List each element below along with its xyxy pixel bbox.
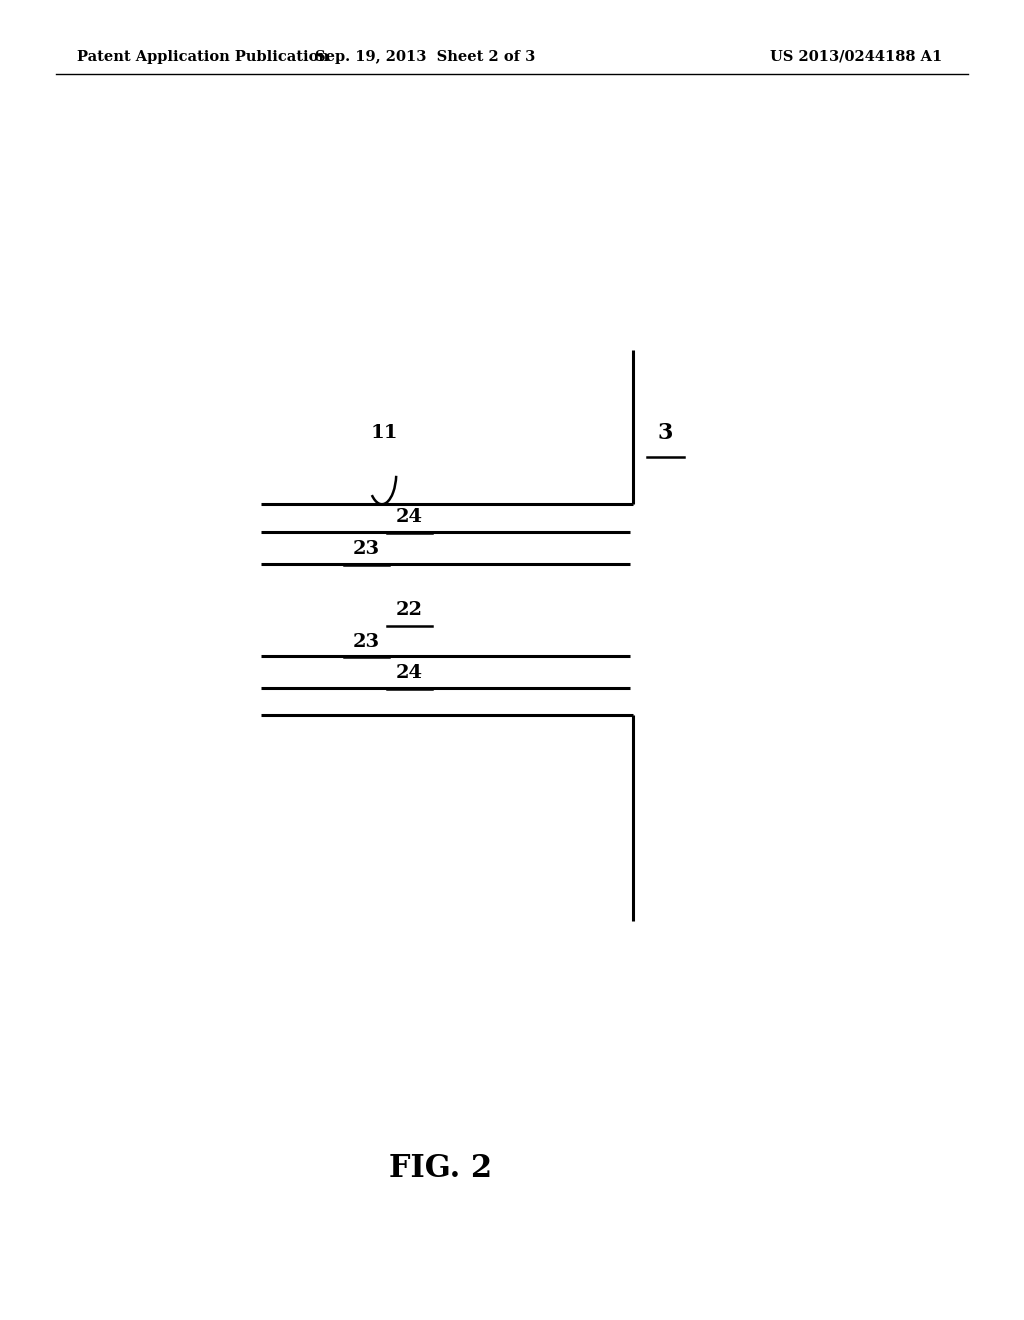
Text: FIG. 2: FIG. 2 [389, 1152, 492, 1184]
Text: 23: 23 [353, 540, 380, 558]
Text: 24: 24 [396, 508, 423, 527]
Text: US 2013/0244188 A1: US 2013/0244188 A1 [770, 50, 942, 63]
Text: 3: 3 [657, 422, 674, 444]
Text: 24: 24 [396, 664, 423, 682]
Text: 23: 23 [353, 632, 380, 651]
Text: 22: 22 [396, 601, 423, 619]
Text: Sep. 19, 2013  Sheet 2 of 3: Sep. 19, 2013 Sheet 2 of 3 [314, 50, 536, 63]
Text: Patent Application Publication: Patent Application Publication [77, 50, 329, 63]
Text: 11: 11 [371, 424, 397, 442]
